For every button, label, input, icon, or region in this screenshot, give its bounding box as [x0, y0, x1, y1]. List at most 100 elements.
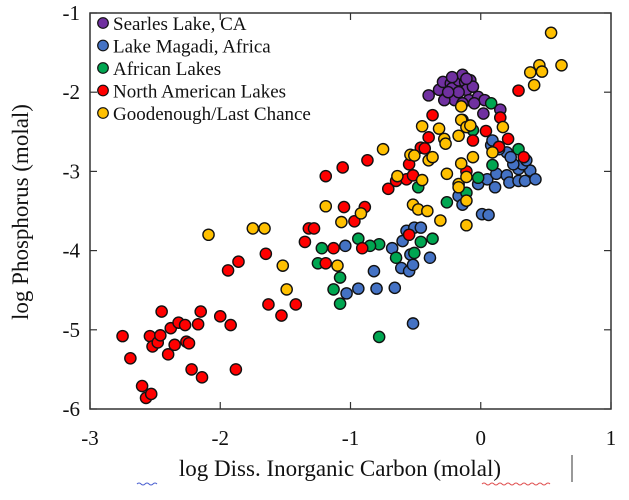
data-points — [116, 26, 568, 405]
data-point-series-3 — [195, 371, 209, 384]
data-point-series-3 — [213, 310, 227, 323]
data-point-series-4 — [354, 207, 368, 220]
data-point-series-1 — [504, 150, 518, 164]
data-point-series-4 — [276, 259, 290, 272]
data-point-series-3 — [144, 387, 158, 401]
data-point-series-3 — [289, 298, 303, 311]
data-point-series-4 — [452, 180, 465, 194]
data-point-series-2 — [408, 246, 421, 260]
spellcheck-underline — [481, 482, 551, 486]
data-point-series-3 — [466, 134, 480, 147]
data-point-series-3 — [307, 222, 321, 235]
data-point-series-4 — [460, 218, 473, 232]
data-point-series-4 — [527, 78, 541, 92]
data-point-series-1 — [388, 281, 402, 295]
legend-marker — [97, 17, 109, 29]
y-tick-label: -1 — [63, 1, 81, 25]
data-point-series-3 — [381, 182, 395, 196]
y-tick-labels: -1 -2 -3 -4 -5 -6 — [63, 1, 81, 421]
data-point-series-4 — [280, 283, 293, 296]
data-point-series-4 — [335, 215, 348, 229]
data-point-series-4 — [454, 100, 468, 113]
data-point-series-1 — [370, 282, 383, 295]
data-point-series-4 — [544, 26, 558, 40]
x-tick-labels: -3 -2 -1 0 1 — [81, 426, 616, 450]
data-point-series-4 — [454, 157, 468, 170]
data-point-series-4 — [439, 137, 452, 150]
data-point-series-3 — [259, 247, 273, 261]
data-point-series-1 — [529, 173, 542, 186]
data-point-series-3 — [154, 329, 167, 342]
data-point-series-4 — [415, 173, 429, 187]
data-point-series-3 — [224, 318, 237, 332]
data-point-series-4 — [246, 222, 260, 235]
data-point-series-3 — [426, 108, 439, 122]
data-point-series-1 — [423, 251, 437, 265]
data-point-series-4 — [466, 150, 480, 164]
y-tick-label: -3 — [63, 159, 81, 183]
data-point-series-4 — [391, 169, 404, 183]
data-point-series-3 — [348, 214, 361, 228]
data-point-series-0 — [477, 107, 490, 120]
legend-marker — [97, 62, 109, 74]
data-point-series-3 — [512, 84, 525, 97]
x-tick-label: -2 — [212, 426, 230, 450]
data-point-series-2 — [333, 271, 347, 284]
data-point-series-4 — [464, 119, 477, 132]
data-point-series-2 — [486, 158, 499, 172]
data-point-series-2 — [315, 241, 329, 255]
data-point-series-4 — [555, 58, 568, 72]
legend-label: African Lakes — [113, 59, 221, 80]
x-tick-label: -3 — [81, 426, 99, 450]
legend-label: North American Lakes — [113, 82, 286, 103]
x-tick-label: -1 — [342, 426, 360, 450]
data-point-series-4 — [415, 119, 429, 133]
data-point-series-3 — [262, 298, 275, 311]
data-point-series-3 — [319, 169, 333, 183]
y-tick-label: -6 — [63, 397, 81, 421]
data-point-series-3 — [229, 363, 243, 376]
data-point-series-0 — [452, 85, 465, 99]
data-point-series-0 — [466, 80, 480, 93]
data-point-series-4 — [408, 149, 421, 162]
data-point-series-3 — [161, 348, 175, 361]
data-point-series-4 — [376, 142, 390, 156]
data-point-series-2 — [471, 171, 485, 185]
data-point-series-1 — [482, 208, 495, 222]
data-point-series-3 — [275, 309, 288, 322]
data-point-series-0 — [445, 70, 459, 84]
data-point-series-3 — [135, 379, 149, 393]
data-point-series-3 — [221, 264, 235, 277]
y-axis-title: log Phosphorus (molal) — [8, 104, 33, 320]
data-point-series-3 — [182, 336, 196, 350]
data-point-series-4 — [460, 194, 473, 208]
data-point-series-3 — [517, 150, 531, 164]
x-axis-title: log Diss. Inorganic Carbon (molal) — [179, 456, 501, 481]
y-tick-label: -5 — [63, 318, 81, 342]
data-point-series-1 — [406, 317, 420, 330]
data-point-series-3 — [194, 305, 208, 318]
data-point-series-4 — [496, 120, 510, 134]
legend-label: Goodenough/Last Chance — [113, 104, 311, 125]
data-point-series-2 — [333, 297, 347, 310]
data-point-series-1 — [338, 239, 352, 253]
data-point-series-3 — [191, 317, 205, 331]
data-point-series-2 — [327, 283, 340, 296]
spellcheck-underline — [136, 482, 158, 486]
data-point-series-4 — [202, 228, 215, 242]
legend-label: Searles Lake, CA — [113, 14, 247, 35]
data-point-series-3 — [178, 318, 192, 332]
data-point-series-4 — [452, 129, 465, 143]
x-tick-label: 0 — [476, 426, 487, 450]
data-point-series-4 — [440, 167, 454, 181]
data-point-series-3 — [155, 305, 168, 318]
data-point-series-1 — [367, 264, 381, 278]
data-point-series-4 — [535, 65, 549, 78]
data-point-series-4 — [460, 170, 473, 184]
data-point-series-2 — [426, 232, 439, 246]
data-point-series-2 — [389, 251, 403, 265]
data-point-series-3 — [355, 241, 369, 255]
data-point-series-3 — [327, 241, 340, 255]
data-point-series-4 — [434, 214, 447, 227]
data-point-series-4 — [258, 222, 271, 235]
